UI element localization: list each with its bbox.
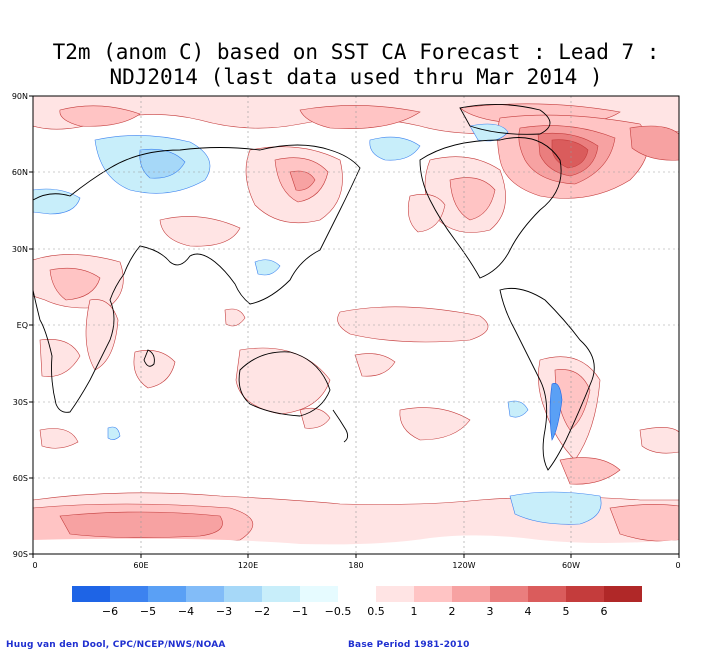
lon-label-120w: 120W [452, 561, 475, 570]
colorbar-label: 5 [563, 605, 570, 618]
colorbar-swatch [338, 586, 376, 602]
colorbar-label: −4 [178, 605, 194, 618]
lat-label-90n: 90N [12, 92, 28, 101]
base-period-text: Base Period 1981-2010 [348, 640, 470, 650]
colorbar-swatch [604, 586, 642, 602]
credit-text: Huug van den Dool, CPC/NCEP/NWS/NOAA [6, 640, 226, 650]
colorbar-label: −6 [102, 605, 118, 618]
colorbar-label: 6 [601, 605, 608, 618]
colorbar-swatch [110, 586, 148, 602]
colorbar-swatch [490, 586, 528, 602]
lon-label-120e: 120E [238, 561, 258, 570]
lon-label-0: 0 [32, 561, 37, 570]
lat-label-30s: 30S [13, 398, 28, 407]
colorbar-swatch [224, 586, 262, 602]
colorbar-label: 1 [411, 605, 418, 618]
lat-label-30n: 30N [12, 245, 28, 254]
lat-label-eq: EQ [17, 321, 28, 330]
colorbar-label: 2 [449, 605, 456, 618]
colorbar-swatch [566, 586, 604, 602]
colorbar-swatch [300, 586, 338, 602]
colorbar-label: 4 [525, 605, 532, 618]
colorbar-swatch [414, 586, 452, 602]
colorbar-swatch [148, 586, 186, 602]
lat-label-60n: 60N [12, 168, 28, 177]
lon-label-60e: 60E [133, 561, 148, 570]
colorbar-label: 3 [487, 605, 494, 618]
colorbar-label: −0.5 [325, 605, 352, 618]
colorbar-swatch [72, 586, 110, 602]
colorbar-swatch [528, 586, 566, 602]
colorbar-label: −5 [140, 605, 156, 618]
colorbar-label: 0.5 [367, 605, 385, 618]
colorbar-swatch [376, 586, 414, 602]
lat-label-90s: 90S [13, 550, 28, 559]
colorbar: −6 −5 −4 −3 −2 −1 −0.5 0.5 1 2 3 4 5 6 [72, 586, 642, 618]
coastlines [33, 104, 595, 471]
colorbar-swatch [452, 586, 490, 602]
anomaly-field [33, 96, 679, 554]
colorbar-label: −3 [216, 605, 232, 618]
lat-label-60s: 60S [13, 474, 28, 483]
colorbar-swatch [186, 586, 224, 602]
colorbar-swatch [262, 586, 300, 602]
lon-label-60w: 60W [562, 561, 580, 570]
lon-label-180: 180 [348, 561, 363, 570]
colorbar-label: −1 [292, 605, 308, 618]
title-line-2: NDJ2014 (last data used thru Mar 2014 ) [109, 65, 603, 89]
colorbar-label: −2 [254, 605, 270, 618]
lon-label-0-east: 0 [675, 561, 680, 570]
graticule [33, 96, 679, 554]
title-line-1: T2m (anom C) based on SST CA Forecast : … [52, 40, 660, 64]
